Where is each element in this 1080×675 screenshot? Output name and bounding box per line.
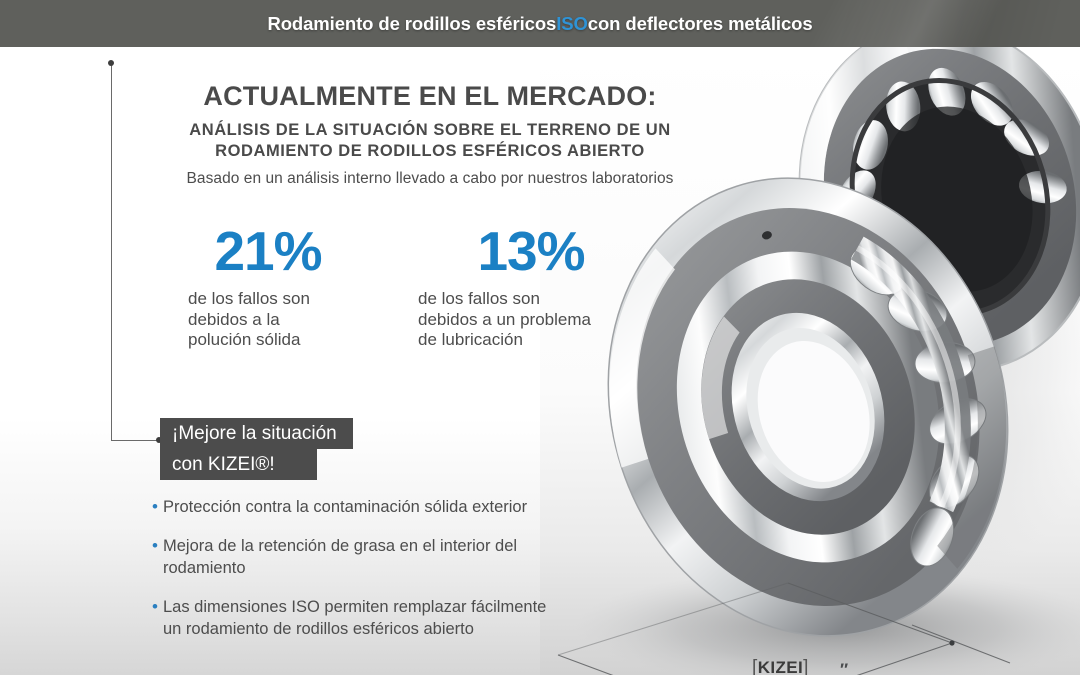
bullet-dot-icon: • bbox=[152, 597, 158, 616]
stat-description-line2: debidos a la bbox=[188, 309, 280, 329]
brand-name: KIZEI bbox=[757, 658, 804, 675]
stat-description-line3: de lubricación bbox=[418, 330, 523, 350]
list-item: • Las dimensiones ISO permiten remplazar… bbox=[152, 596, 552, 640]
headline-sub-line2: RODAMIENTO DE RODILLOS ESFÉRICOS ABIERTO bbox=[215, 141, 645, 160]
page-title-iso-highlight: ISO bbox=[556, 12, 588, 34]
connector-line-vertical bbox=[111, 63, 113, 441]
bullet-dot-icon: • bbox=[152, 536, 158, 555]
page-title: Rodamiento de rodillos esféricos ISO con… bbox=[0, 0, 1080, 47]
stat-solid-pollution: 21% de los fallos son debidos a la poluc… bbox=[160, 224, 410, 351]
list-item-label: Las dimensiones ISO permiten remplazar f… bbox=[163, 598, 547, 638]
callout-line-1: ¡Mejore la situación bbox=[160, 418, 353, 449]
header-bar: Rodamiento de rodillos esféricos ISO con… bbox=[0, 0, 1080, 47]
bearing-product-image: ″ bbox=[540, 47, 1080, 675]
stat-percent-value: 21% bbox=[214, 220, 322, 282]
benefits-list: • Protección contra la contaminación sól… bbox=[152, 496, 552, 657]
callout-banner: ¡Mejore la situación con KIZEI®! bbox=[160, 418, 353, 480]
connector-dot-end bbox=[156, 437, 162, 443]
list-item: • Protección contra la contaminación sól… bbox=[152, 496, 552, 518]
list-item: • Mejora de la retención de grasa en el … bbox=[152, 535, 552, 579]
stat-description: de los fallos son debidos a un problema … bbox=[410, 289, 660, 351]
connector-line-horizontal bbox=[111, 440, 160, 442]
callout-line-2: con KIZEI®! bbox=[160, 449, 317, 480]
headline-main: ACTUALMENTE EN EL MERCADO: bbox=[203, 81, 657, 111]
connector-dot-top bbox=[108, 60, 114, 66]
stat-description-line3: polución sólida bbox=[188, 330, 301, 350]
stat-description: de los fallos son debidos a la polución … bbox=[160, 289, 410, 351]
statistics-group: 21% de los fallos son debidos a la poluc… bbox=[160, 224, 740, 351]
brand-bracket-open: [ bbox=[752, 657, 758, 675]
dimension-mark: ″ bbox=[840, 660, 848, 675]
heading-block: ACTUALMENTE EN EL MERCADO: ANÁLISIS DE L… bbox=[100, 81, 760, 188]
stat-description-line1: de los fallos son bbox=[188, 289, 310, 308]
list-item-label: Protección contra la contaminación sólid… bbox=[163, 498, 528, 516]
headline-note: Basado en un análisis interno llevado a … bbox=[186, 169, 674, 187]
headline-sub-line1: ANÁLISIS DE LA SITUACIÓN SOBRE EL TERREN… bbox=[189, 120, 671, 139]
stat-description-line1: de los fallos son bbox=[418, 289, 540, 308]
page-title-after: con deflectores metálicos bbox=[587, 12, 813, 34]
headline-sub: ANÁLISIS DE LA SITUACIÓN SOBRE EL TERREN… bbox=[100, 120, 760, 162]
stat-percent-value: 13% bbox=[477, 220, 585, 282]
stat-lubrication-problem: 13% de los fallos son debidos a un probl… bbox=[410, 224, 660, 351]
page-title-before: Rodamiento de rodillos esféricos bbox=[267, 12, 557, 34]
bullet-dot-icon: • bbox=[152, 497, 158, 516]
list-item-label: Mejora de la retención de grasa en el in… bbox=[163, 537, 518, 577]
stat-description-line2: debidos a un problema bbox=[418, 309, 591, 329]
brand-bracket-close: ] bbox=[803, 657, 809, 675]
brand-logo: [KIZEI] bbox=[752, 657, 809, 675]
